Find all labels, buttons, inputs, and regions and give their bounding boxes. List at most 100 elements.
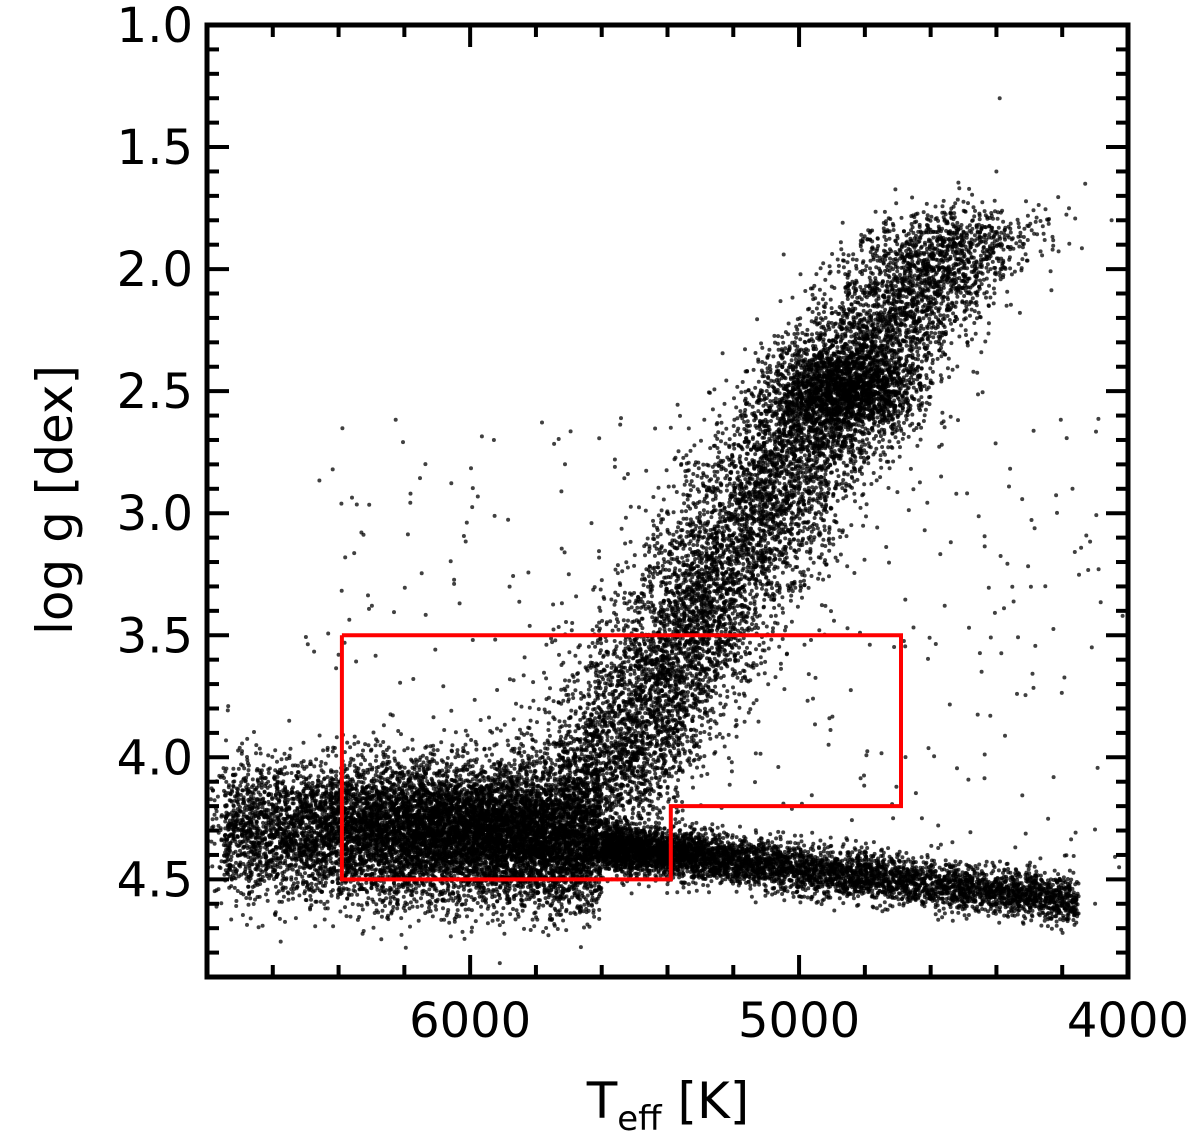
data-point [778, 837, 783, 842]
data-point [665, 891, 670, 895]
data-point [677, 820, 682, 825]
data-point [477, 894, 482, 899]
data-point [322, 776, 327, 781]
data-point [530, 917, 535, 922]
data-point [1025, 863, 1030, 868]
data-point [543, 896, 548, 901]
data-point [687, 890, 691, 895]
data-point [502, 722, 507, 727]
data-point [984, 859, 989, 864]
data-point [279, 855, 284, 860]
data-point [415, 904, 420, 909]
data-point [261, 763, 266, 768]
data-point [487, 746, 492, 751]
data-point [344, 914, 349, 919]
data-point [855, 903, 860, 908]
data-point [701, 883, 706, 887]
data-point [841, 901, 846, 906]
data-point [938, 842, 943, 847]
data-point [278, 939, 283, 944]
data-point [464, 898, 469, 903]
data-point [505, 738, 510, 743]
data-point [373, 743, 378, 748]
data-point [473, 919, 478, 924]
data-point [715, 825, 720, 830]
data-point [231, 808, 236, 813]
data-point [1029, 918, 1034, 923]
data-point [897, 902, 902, 907]
data-point [429, 776, 434, 781]
data-point [557, 729, 562, 734]
data-point [495, 899, 500, 904]
data-point [485, 921, 490, 926]
data-point [1054, 923, 1059, 928]
data-point [499, 912, 504, 917]
data-point [433, 904, 438, 909]
data-point [273, 884, 278, 889]
data-point [559, 902, 564, 907]
data-point [421, 766, 426, 771]
data-point [339, 881, 344, 886]
data-point [260, 923, 265, 928]
data-point [1052, 868, 1057, 873]
data-point [325, 745, 330, 750]
data-point [360, 907, 365, 912]
data-point [482, 778, 487, 783]
data-point [465, 733, 470, 738]
data-point [325, 899, 330, 904]
data-point [548, 913, 553, 917]
data-point [991, 869, 996, 873]
data-point [448, 934, 453, 939]
data-point [768, 832, 773, 837]
data-point [1006, 867, 1011, 871]
data-point [413, 886, 418, 891]
data-point [561, 918, 566, 923]
data-point [592, 883, 597, 888]
data-point [344, 800, 349, 805]
data-point [266, 753, 271, 758]
data-point [513, 917, 518, 922]
data-point [462, 893, 467, 898]
data-point [317, 733, 322, 738]
data-point [966, 913, 971, 917]
data-point [223, 819, 228, 824]
data-point [295, 880, 300, 885]
data-point [294, 876, 298, 881]
data-point [662, 826, 667, 831]
data-point [447, 920, 452, 925]
data-point [345, 740, 350, 745]
data-point [780, 892, 785, 896]
data-point [936, 917, 941, 922]
data-point [264, 872, 269, 877]
data-point [287, 753, 292, 758]
data-point [675, 890, 680, 895]
data-point [977, 862, 982, 867]
data-point [734, 835, 739, 840]
data-point [792, 833, 797, 838]
data-point [526, 753, 531, 758]
data-point [408, 924, 412, 929]
data-point [1042, 918, 1047, 923]
data-point [555, 927, 560, 931]
data-point [629, 891, 634, 896]
data-point [445, 775, 449, 780]
data-point [1045, 924, 1050, 929]
data-point [766, 838, 770, 843]
data-point [423, 775, 428, 780]
data-point [391, 905, 396, 909]
data-point [318, 899, 323, 904]
data-point [215, 794, 220, 799]
data-point [820, 898, 825, 903]
data-point [742, 834, 747, 839]
data-point [377, 892, 382, 897]
data-point [245, 922, 249, 927]
data-point [532, 924, 537, 929]
data-point [399, 916, 404, 921]
data-point [410, 737, 415, 742]
data-point [585, 893, 590, 898]
data-point [694, 820, 699, 825]
data-point [381, 723, 386, 728]
data-point [624, 871, 629, 876]
data-point [564, 909, 569, 914]
